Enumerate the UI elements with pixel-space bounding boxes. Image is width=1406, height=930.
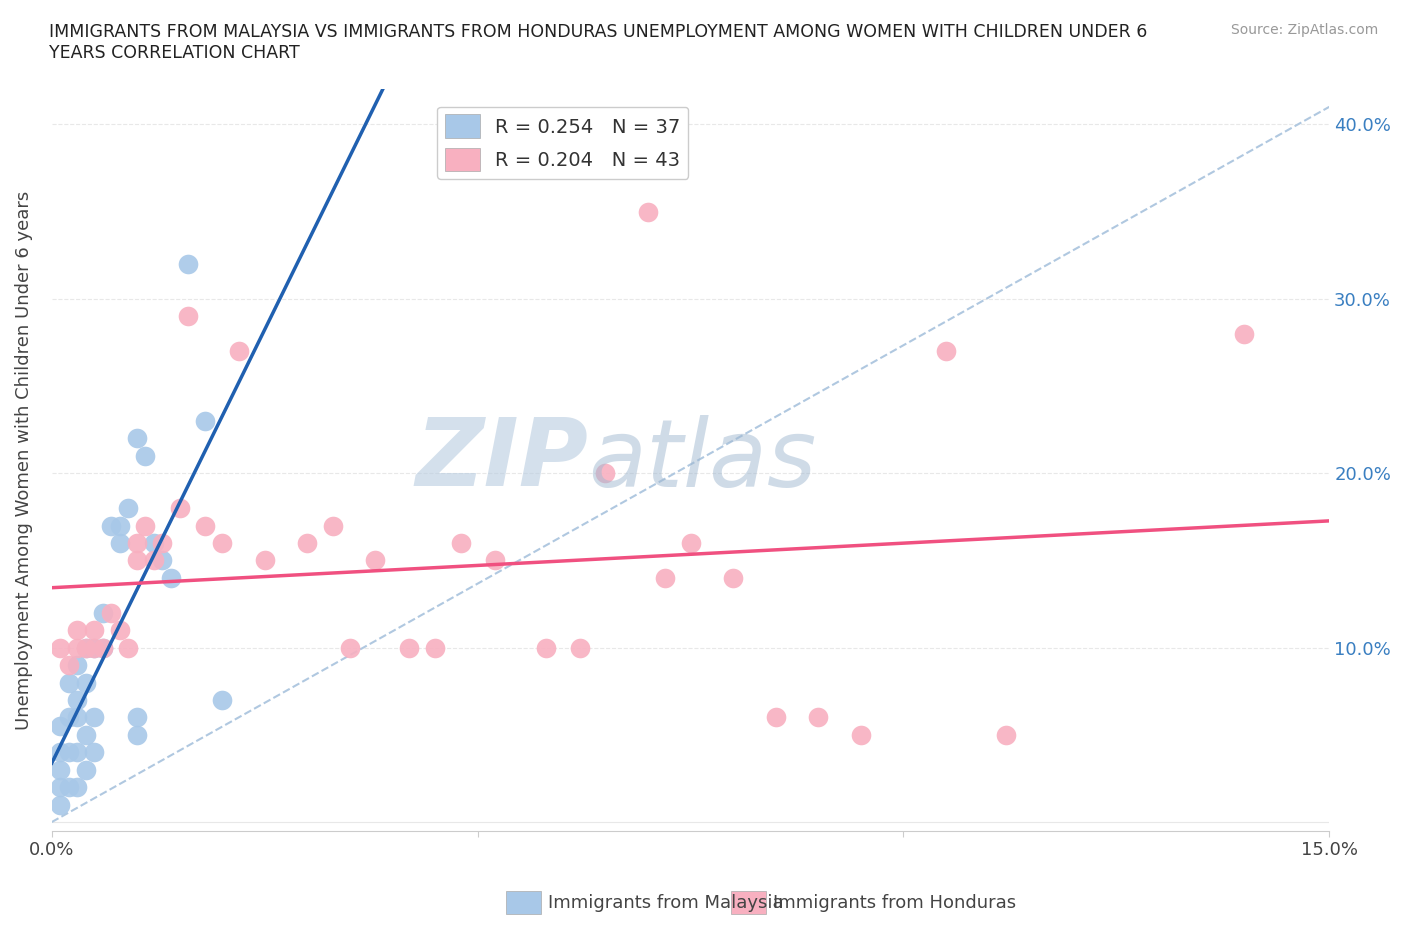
- Point: [125, 727, 148, 742]
- Text: atlas: atlas: [588, 415, 817, 506]
- Point: [58, 675, 80, 690]
- Point: [935, 343, 957, 358]
- Point: [765, 710, 787, 724]
- Point: [75, 675, 97, 690]
- Point: [49, 763, 72, 777]
- Point: [66, 640, 89, 655]
- Point: [83, 745, 105, 760]
- Text: IMMIGRANTS FROM MALAYSIA VS IMMIGRANTS FROM HONDURAS UNEMPLOYMENT AMONG WOMEN WI: IMMIGRANTS FROM MALAYSIA VS IMMIGRANTS F…: [49, 23, 1147, 62]
- Point: [253, 553, 276, 568]
- Point: [108, 623, 131, 638]
- Point: [194, 518, 217, 533]
- Point: [58, 745, 80, 760]
- Point: [994, 727, 1017, 742]
- Point: [134, 518, 156, 533]
- Point: [117, 640, 139, 655]
- Point: [125, 536, 148, 551]
- Y-axis label: Unemployment Among Women with Children Under 6 years: Unemployment Among Women with Children U…: [15, 191, 32, 730]
- Point: [450, 536, 472, 551]
- Point: [423, 640, 446, 655]
- Point: [398, 640, 420, 655]
- Point: [721, 570, 744, 585]
- Point: [142, 553, 165, 568]
- Point: [75, 727, 97, 742]
- Point: [66, 658, 89, 672]
- Point: [108, 536, 131, 551]
- Point: [49, 719, 72, 734]
- Point: [568, 640, 591, 655]
- Point: [297, 536, 319, 551]
- Text: Source: ZipAtlas.com: Source: ZipAtlas.com: [1230, 23, 1378, 37]
- Text: Immigrants from Honduras: Immigrants from Honduras: [773, 894, 1017, 912]
- Point: [228, 343, 250, 358]
- Point: [654, 570, 676, 585]
- Point: [66, 710, 89, 724]
- Point: [75, 640, 97, 655]
- Point: [49, 640, 72, 655]
- Point: [66, 779, 89, 794]
- Point: [58, 779, 80, 794]
- Point: [83, 623, 105, 638]
- Point: [484, 553, 506, 568]
- Point: [49, 745, 72, 760]
- Point: [339, 640, 361, 655]
- Text: Immigrants from Malaysia: Immigrants from Malaysia: [548, 894, 785, 912]
- Point: [49, 797, 72, 812]
- Point: [49, 779, 72, 794]
- Point: [125, 431, 148, 445]
- Point: [91, 605, 114, 620]
- Point: [169, 500, 191, 515]
- Point: [152, 553, 174, 568]
- Point: [637, 204, 659, 219]
- Point: [75, 640, 97, 655]
- Point: [211, 693, 233, 708]
- Point: [152, 536, 174, 551]
- Point: [134, 448, 156, 463]
- Point: [66, 745, 89, 760]
- Point: [849, 727, 872, 742]
- Point: [194, 414, 217, 429]
- Point: [91, 640, 114, 655]
- Point: [108, 518, 131, 533]
- Point: [117, 500, 139, 515]
- Point: [364, 553, 387, 568]
- Point: [125, 553, 148, 568]
- Point: [100, 605, 122, 620]
- Point: [66, 693, 89, 708]
- Point: [534, 640, 557, 655]
- Point: [83, 640, 105, 655]
- Point: [142, 536, 165, 551]
- Legend: R = 0.254   N = 37, R = 0.204   N = 43: R = 0.254 N = 37, R = 0.204 N = 43: [437, 107, 689, 179]
- Point: [1233, 326, 1256, 341]
- Point: [322, 518, 344, 533]
- Point: [100, 518, 122, 533]
- Point: [58, 710, 80, 724]
- Point: [807, 710, 830, 724]
- Text: ZIP: ZIP: [415, 414, 588, 506]
- Point: [75, 763, 97, 777]
- Point: [211, 536, 233, 551]
- Point: [91, 640, 114, 655]
- Point: [66, 623, 89, 638]
- Point: [595, 466, 617, 481]
- Point: [177, 257, 200, 272]
- Point: [83, 710, 105, 724]
- Point: [83, 640, 105, 655]
- Point: [125, 710, 148, 724]
- Point: [679, 536, 702, 551]
- Point: [160, 570, 183, 585]
- Point: [177, 309, 200, 324]
- Point: [58, 658, 80, 672]
